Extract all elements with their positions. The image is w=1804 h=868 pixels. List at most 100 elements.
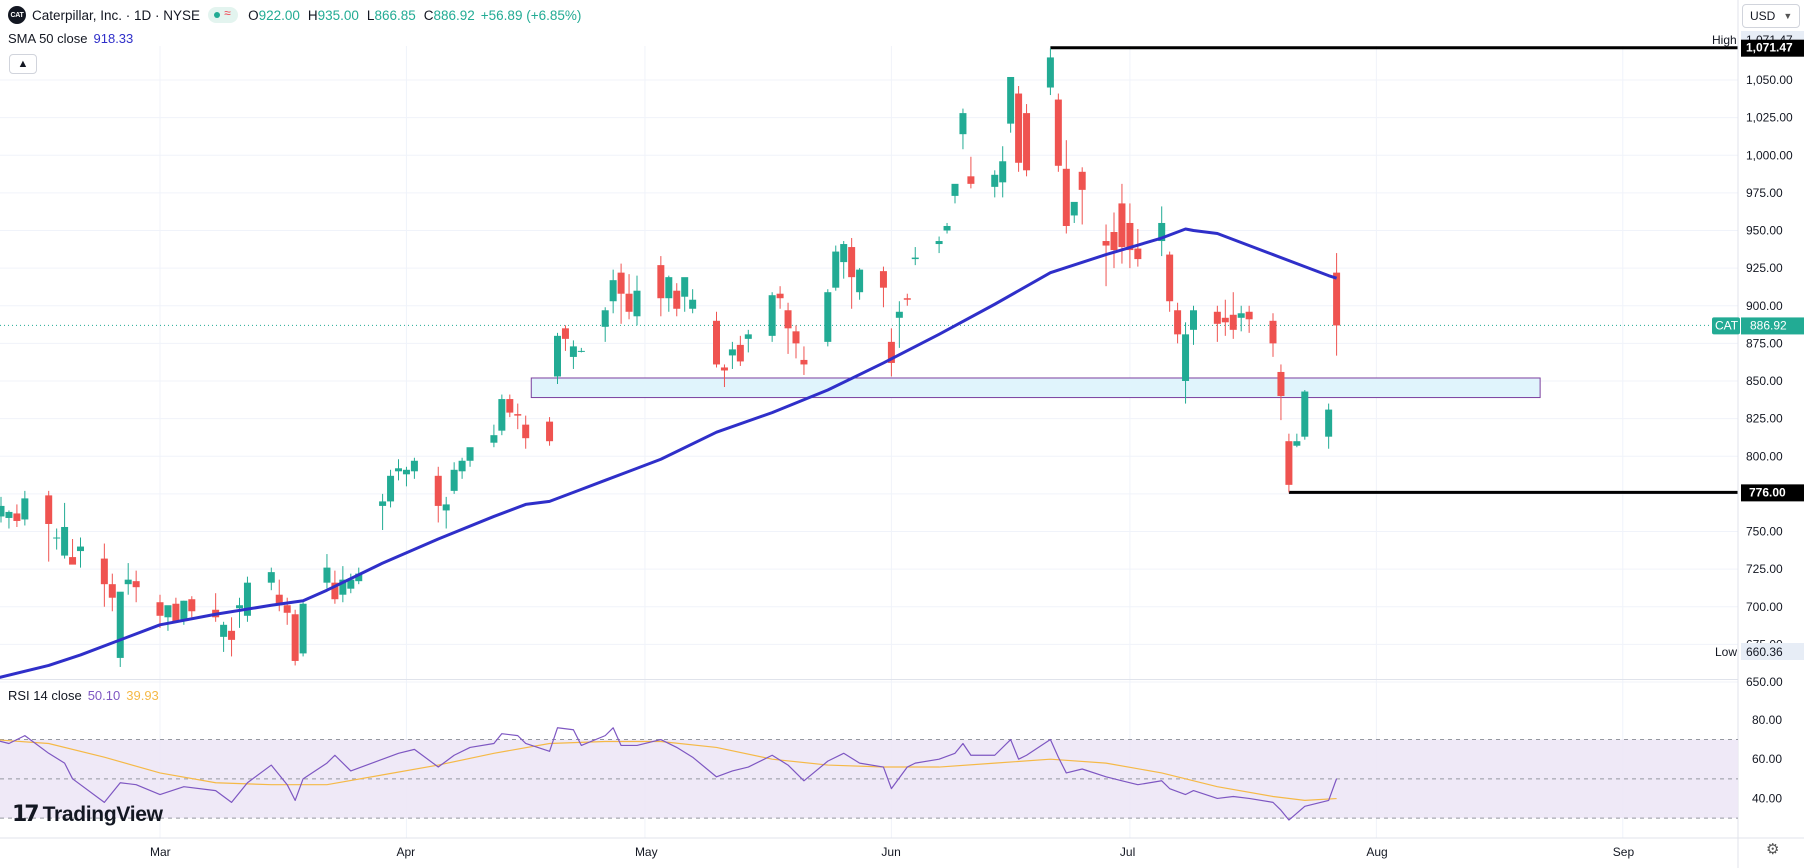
candle-body-up — [387, 475, 395, 502]
price-axis-tick-label: 650.00 — [1746, 675, 1783, 689]
candle-body-up — [601, 310, 609, 327]
candle-body-down — [69, 557, 77, 565]
candle-body-up — [299, 603, 307, 654]
candle-body-up — [999, 161, 1007, 183]
low-line-price-tag — [1741, 484, 1804, 502]
candle-body-up — [1237, 313, 1245, 318]
candle-body-down — [434, 475, 442, 506]
candle-body-down — [275, 594, 283, 606]
candle-body-up — [220, 624, 228, 637]
low-marker-value: 660.36 — [1746, 645, 1783, 659]
open-label: O — [248, 7, 259, 23]
open-value: 922.00 — [258, 7, 300, 23]
candle-body-up — [1293, 441, 1301, 446]
market-status-indicator[interactable]: ≈ — [208, 6, 239, 23]
candle-body-up — [466, 447, 474, 461]
candle-body-down — [1062, 168, 1070, 226]
candle-body-down — [1015, 93, 1023, 163]
symbol-title[interactable]: Caterpillar, Inc. · 1D · NYSE — [32, 7, 201, 23]
tradingview-mark-icon: 17 — [12, 802, 40, 827]
candle-body-down — [792, 331, 800, 344]
price-axis-tick-label: 850.00 — [1746, 374, 1783, 388]
low-marker-label: Low — [1715, 645, 1737, 659]
candle-body-down — [1110, 232, 1118, 251]
price-axis-tick-label: 975.00 — [1746, 186, 1783, 200]
high-marker-label: High — [1712, 33, 1737, 47]
candle-body-up — [124, 579, 132, 585]
candle-body-down — [720, 367, 728, 371]
rsi-legend[interactable]: RSI 14 close 50.10 39.93 — [8, 688, 159, 703]
candle-body-down — [172, 603, 180, 622]
gear-icon[interactable]: ⚙ — [1766, 841, 1780, 858]
candle-body-down — [45, 495, 53, 524]
candle-body-up — [77, 546, 84, 552]
candle-body-down — [331, 582, 339, 600]
price-axis-tick-label: 875.00 — [1746, 336, 1783, 350]
price-axis-tick-label: 1,025.00 — [1746, 111, 1793, 125]
candle-body-up — [5, 511, 13, 518]
candle-body-up — [53, 537, 61, 539]
candle-body-down — [514, 414, 522, 416]
candle-body-up — [442, 504, 450, 511]
candle-body-up — [323, 567, 331, 583]
price-axis-tick-label: 800.00 — [1746, 449, 1783, 463]
candle-body-up — [402, 469, 410, 475]
symbol-price-tag — [1712, 317, 1740, 335]
candle-body-down — [848, 247, 856, 278]
delayed-data-icon: ≈ — [224, 6, 231, 20]
candle-body-down — [132, 581, 140, 588]
price-axis-tick-label: 1,000.00 — [1746, 148, 1793, 162]
candle-body-up — [840, 244, 848, 263]
time-axis-label: May — [635, 845, 658, 859]
candle-body-up — [991, 174, 999, 187]
candle-body-up — [180, 600, 188, 621]
candle-body-up — [744, 334, 752, 339]
close-label: C — [423, 7, 434, 23]
candle-body-up — [490, 435, 498, 443]
support-zone-rect — [530, 377, 1541, 399]
candle-body-down — [522, 424, 530, 439]
sma-legend[interactable]: SMA 50 close 918.33 — [8, 31, 133, 46]
sma-legend-value: 918.33 — [93, 31, 134, 46]
currency-selector[interactable]: USD ▼ — [1742, 4, 1800, 28]
candle-body-down — [1023, 113, 1031, 171]
candle-body-down — [887, 341, 895, 363]
candle-body-down — [967, 176, 975, 184]
candle-body-up — [1325, 409, 1333, 437]
candle-body-up — [355, 573, 363, 582]
tradingview-logo[interactable]: 17 TradingView — [12, 802, 163, 827]
change-value: +56.89 (+6.85%) — [480, 7, 582, 23]
low-value: 866.85 — [374, 7, 416, 23]
candle-body-up — [943, 225, 951, 231]
candle-body-down — [1245, 311, 1253, 320]
collapse-legend-button[interactable]: ▲ — [9, 54, 37, 74]
low-label: L — [366, 7, 375, 23]
candle-body-up — [935, 241, 943, 245]
chevron-down-icon: ▼ — [1783, 11, 1793, 21]
rsi-legend-label: RSI 14 close — [8, 688, 82, 703]
market-open-dot-icon — [214, 12, 221, 18]
candle-body-up — [347, 579, 355, 589]
candle-body-down — [1134, 248, 1142, 260]
candle-body-up — [61, 526, 69, 556]
high-label: H — [307, 7, 318, 23]
high-line-price-label: 1,071.47 — [1746, 41, 1793, 55]
candle-body-down — [1078, 171, 1086, 190]
candle-body-up — [450, 469, 458, 491]
price-axis-tick-label: 725.00 — [1746, 562, 1783, 576]
pane-separator[interactable] — [0, 679, 1738, 680]
candle-body-down — [713, 320, 720, 365]
candle-body-up — [236, 605, 243, 609]
rsi-band — [0, 739, 1738, 819]
candle-body-up — [1301, 391, 1309, 437]
candle-body-up — [1158, 222, 1166, 242]
symbol-price-tag-label: CAT — [1715, 318, 1739, 332]
candle-body-up — [339, 579, 347, 595]
candle-body-down — [1269, 320, 1277, 344]
price-axis-tick-label: 1,050.00 — [1746, 73, 1793, 87]
price-axis-tick-label: 950.00 — [1746, 224, 1783, 238]
candle-body-up — [1046, 57, 1054, 88]
candle-body-up — [1070, 201, 1078, 216]
